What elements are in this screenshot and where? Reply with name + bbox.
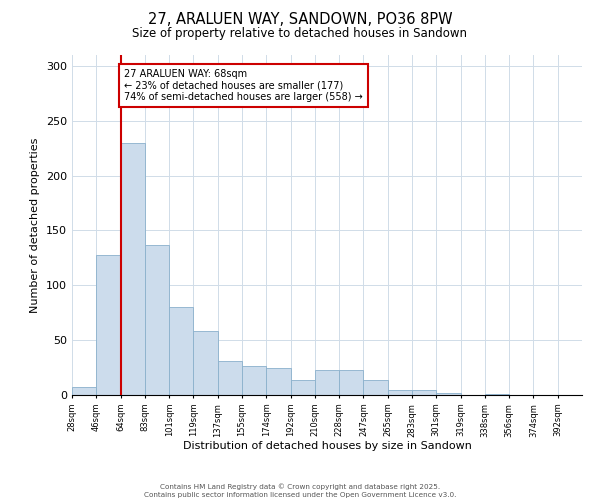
Bar <box>290 380 315 395</box>
Bar <box>339 370 364 395</box>
Bar <box>436 393 461 395</box>
Bar <box>388 390 412 395</box>
Bar <box>218 361 242 395</box>
Bar <box>364 380 388 395</box>
X-axis label: Distribution of detached houses by size in Sandown: Distribution of detached houses by size … <box>182 441 472 451</box>
Text: Size of property relative to detached houses in Sandown: Size of property relative to detached ho… <box>133 28 467 40</box>
Bar <box>242 366 266 395</box>
Bar <box>485 394 509 395</box>
Bar <box>169 308 193 395</box>
Bar <box>315 370 339 395</box>
Bar <box>145 244 169 395</box>
Text: 27 ARALUEN WAY: 68sqm
← 23% of detached houses are smaller (177)
74% of semi-det: 27 ARALUEN WAY: 68sqm ← 23% of detached … <box>124 70 363 102</box>
Bar <box>121 142 145 395</box>
Bar <box>72 388 96 395</box>
Text: Contains HM Land Registry data © Crown copyright and database right 2025.
Contai: Contains HM Land Registry data © Crown c… <box>144 484 456 498</box>
Bar <box>193 332 218 395</box>
Bar <box>266 368 290 395</box>
Bar <box>96 254 121 395</box>
Y-axis label: Number of detached properties: Number of detached properties <box>31 138 40 312</box>
Bar <box>412 390 436 395</box>
Text: 27, ARALUEN WAY, SANDOWN, PO36 8PW: 27, ARALUEN WAY, SANDOWN, PO36 8PW <box>148 12 452 28</box>
